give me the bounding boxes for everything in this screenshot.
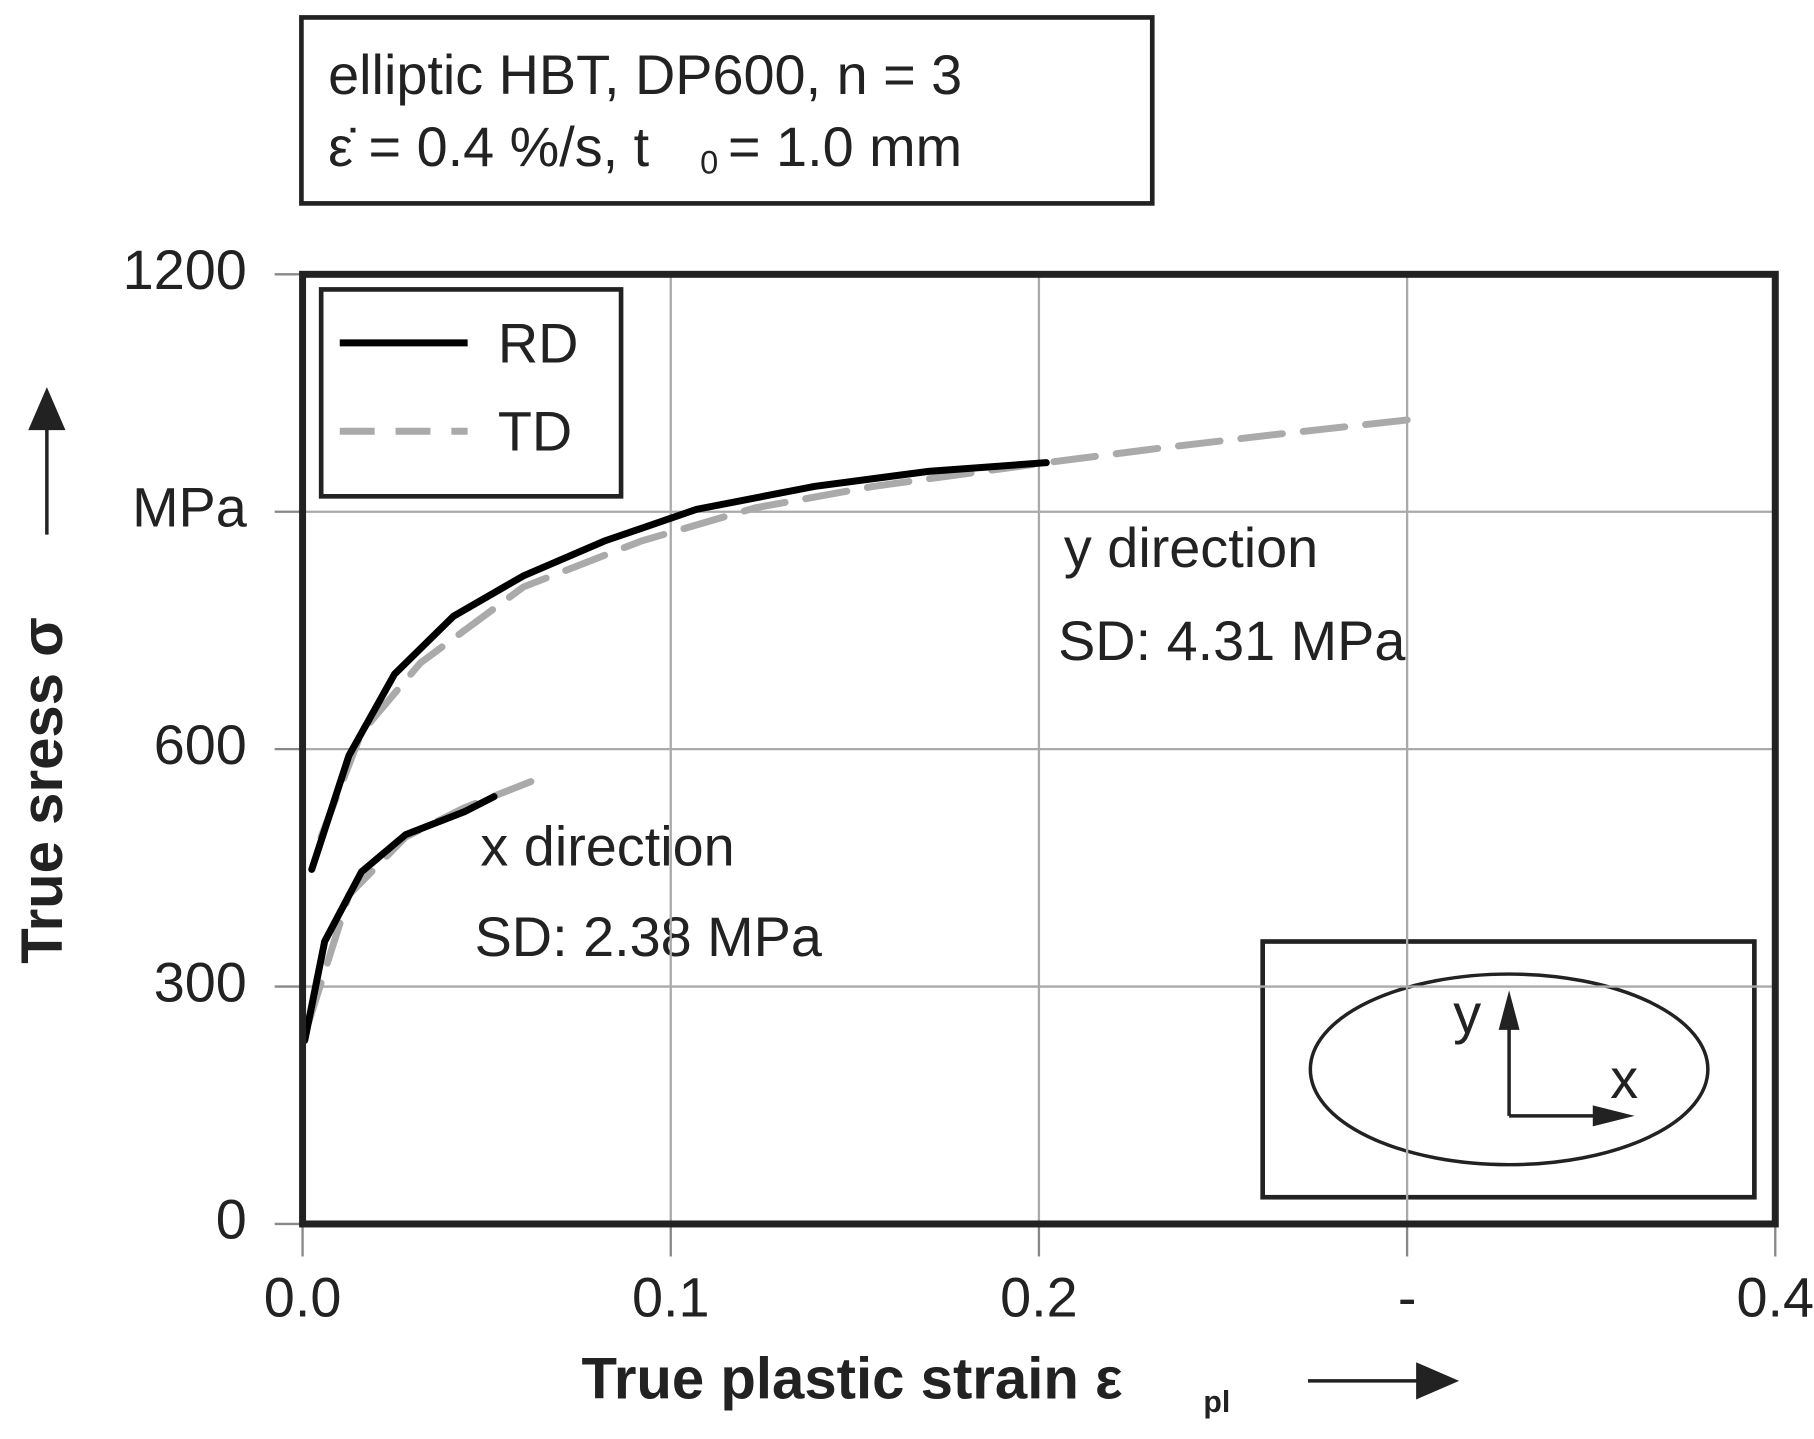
legend-label: TD [498, 400, 572, 463]
plot-frame [299, 270, 1779, 1228]
y-arrow-head [28, 387, 66, 431]
x-tick-label: 0.4 [1737, 1266, 1814, 1329]
curve [308, 459, 1050, 873]
x-tick-label: 0.0 [264, 1266, 342, 1329]
annotation: y direction [1064, 516, 1318, 579]
x-axis-label: True plastic strain ε [582, 1347, 1123, 1412]
inset-label: x [1610, 1047, 1638, 1110]
annotation: SD: 2.38 MPa [475, 905, 823, 968]
inset-arrow-head [1498, 990, 1520, 1030]
inset-label: y [1453, 982, 1481, 1045]
inset-ellipse [1308, 972, 1710, 1167]
y-axis-label: True sress σ [10, 617, 75, 964]
title-line: elliptic HBT, DP600, n = 3 [328, 43, 962, 106]
y-tick-label: MPa [132, 475, 248, 538]
curve [317, 414, 1426, 841]
title-line: = 1.0 mm [728, 115, 962, 178]
annotation: SD: 4.31 MPa [1058, 609, 1406, 672]
title-line: ε̇ = 0.4 %/s, t [328, 115, 649, 178]
y-tick-label: 300 [154, 950, 247, 1013]
x-axis-label-sub: pl [1203, 1386, 1230, 1419]
y-tick-label: 0 [216, 1188, 247, 1251]
legend-box [318, 287, 624, 499]
title-box [299, 15, 1155, 206]
legend-label: RD [498, 311, 579, 374]
title-subscript: 0 [700, 145, 718, 181]
curve [301, 793, 498, 1044]
inset-arrow-head [1592, 1105, 1635, 1127]
y-tick-label: 600 [154, 713, 247, 776]
x-tick-label: 0.2 [1000, 1266, 1078, 1329]
x-tick-label: 0.1 [632, 1266, 710, 1329]
x-tick-label: - [1398, 1266, 1417, 1329]
annotation: x direction [480, 815, 734, 878]
y-tick-label: 1200 [123, 238, 247, 301]
x-arrow-head [1416, 1362, 1460, 1400]
